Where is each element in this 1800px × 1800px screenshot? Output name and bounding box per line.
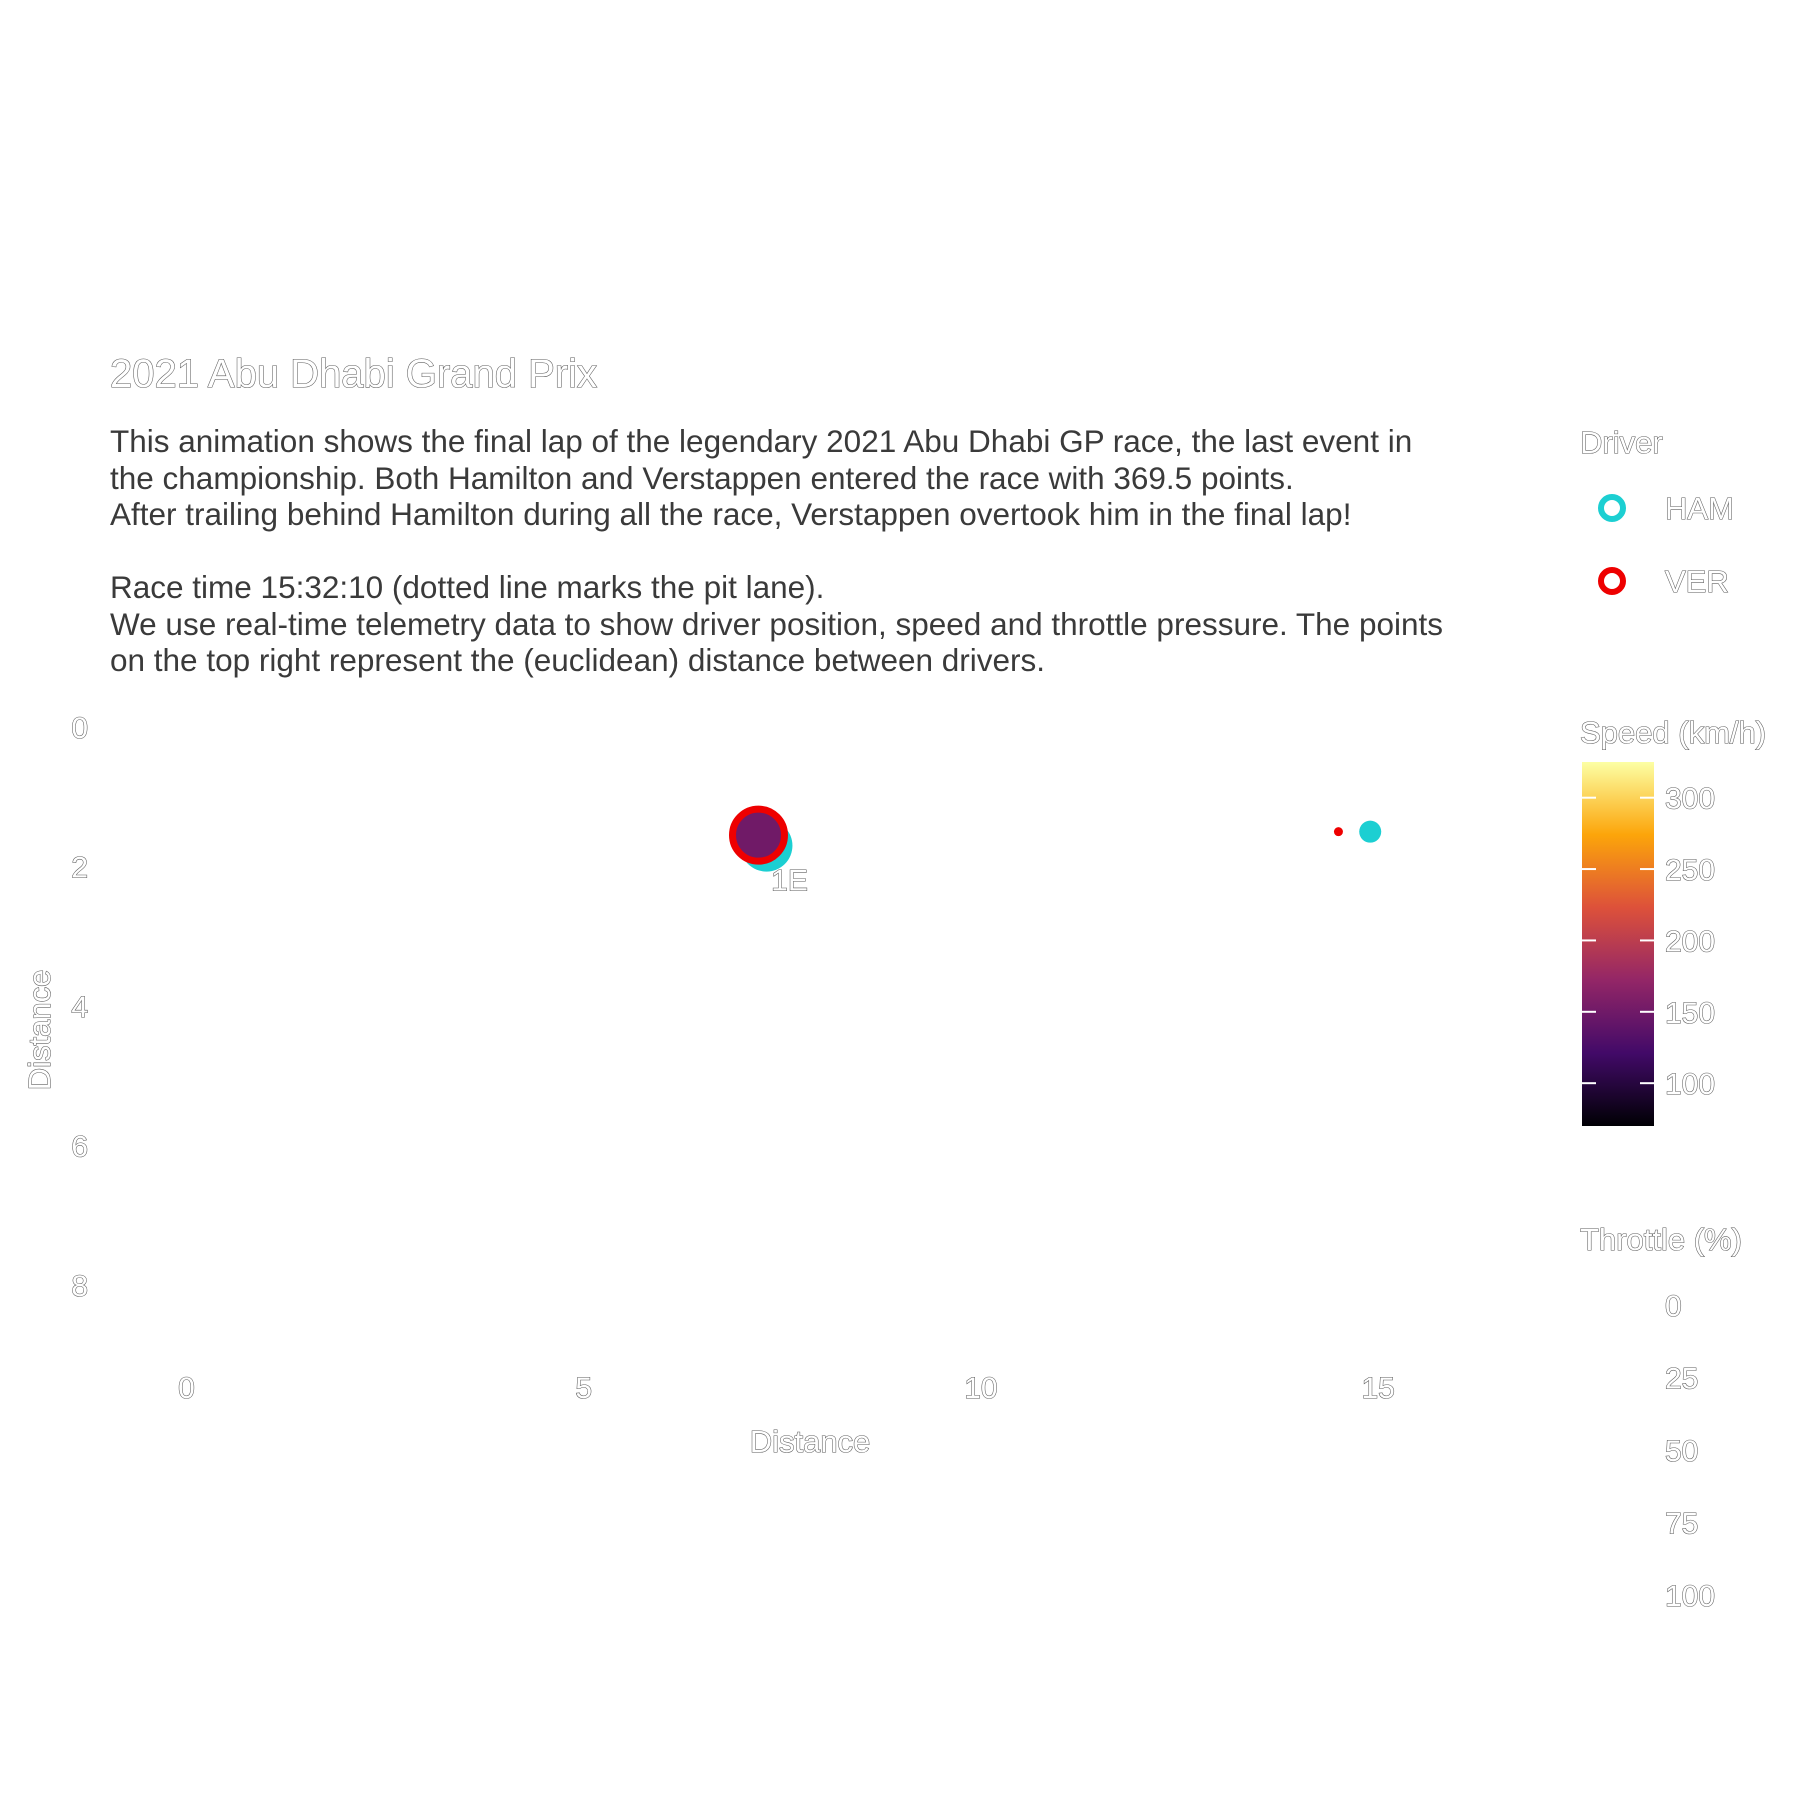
y-tick-label: 8 bbox=[71, 1270, 88, 1303]
point-annotation: 1E bbox=[771, 865, 808, 898]
speed-tick-label: 250 bbox=[1665, 854, 1715, 887]
legend-key-ver bbox=[1598, 567, 1626, 595]
point-ver bbox=[729, 805, 788, 865]
throttle-tick-label: 25 bbox=[1665, 1363, 1698, 1396]
y-tick-label: 2 bbox=[71, 852, 88, 885]
subtitle-line: Race time 15:32:10 (dotted line marks th… bbox=[110, 569, 825, 605]
x-tick-label: 5 bbox=[575, 1372, 592, 1405]
legend-speed-title: Speed (km/h) bbox=[1580, 715, 1766, 750]
throttle-tick-label: 75 bbox=[1665, 1508, 1698, 1541]
subtitle-line: This animation shows the final lap of th… bbox=[110, 423, 1413, 459]
speed-tick-label: 150 bbox=[1665, 997, 1715, 1030]
x-axis-ticks: 0 5 10 15 bbox=[178, 1371, 1396, 1405]
subtitle-line: We use real-time telemetry data to show … bbox=[110, 605, 1444, 642]
throttle-tick-label: 100 bbox=[1665, 1580, 1715, 1613]
subtitle-line: the championship. Both Hamilton and Vers… bbox=[110, 459, 1294, 496]
speed-colorbar-ticks: 100 150 200 250 300 bbox=[1582, 782, 1716, 1102]
x-tick-label: 15 bbox=[1361, 1372, 1394, 1405]
subtitle-line: on the top right represent the (euclidea… bbox=[110, 642, 1046, 678]
y-tick-label: 6 bbox=[71, 1131, 88, 1164]
speed-colorbar bbox=[1582, 762, 1654, 1126]
legend-label-ver: VER bbox=[1665, 564, 1729, 599]
throttle-tick-label: 50 bbox=[1665, 1435, 1698, 1468]
legend-driver-title: Driver bbox=[1580, 425, 1663, 460]
legend-throttle-title: Throttle (%) bbox=[1580, 1222, 1742, 1257]
y-axis-ticks: 0 2 4 6 8 bbox=[71, 711, 89, 1303]
data-points bbox=[729, 805, 1382, 872]
x-axis-label: Distance bbox=[750, 1424, 871, 1459]
legend-label-ham: HAM bbox=[1665, 491, 1734, 526]
legend-driver: HAM VER bbox=[1598, 490, 1734, 600]
y-axis-label: Distance bbox=[22, 970, 57, 1091]
y-tick-label: 0 bbox=[71, 712, 88, 745]
legend-throttle: 0 25 50 75 100 bbox=[1664, 1289, 1715, 1613]
legend-key-ham bbox=[1598, 494, 1626, 522]
speed-tick-label: 200 bbox=[1665, 925, 1715, 958]
chart-title: 2021 Abu Dhabi Grand Prix bbox=[110, 352, 597, 396]
y-tick-label: 4 bbox=[71, 991, 88, 1024]
point-ver bbox=[1333, 827, 1343, 837]
throttle-tick-label: 0 bbox=[1665, 1290, 1682, 1323]
x-tick-label: 0 bbox=[178, 1372, 195, 1405]
subtitle-line: After trailing behind Hamilton during al… bbox=[110, 496, 1352, 532]
speed-tick-label: 100 bbox=[1665, 1068, 1715, 1101]
speed-tick-label: 300 bbox=[1665, 783, 1715, 816]
x-tick-label: 10 bbox=[964, 1372, 997, 1405]
point-ham bbox=[1359, 820, 1382, 843]
